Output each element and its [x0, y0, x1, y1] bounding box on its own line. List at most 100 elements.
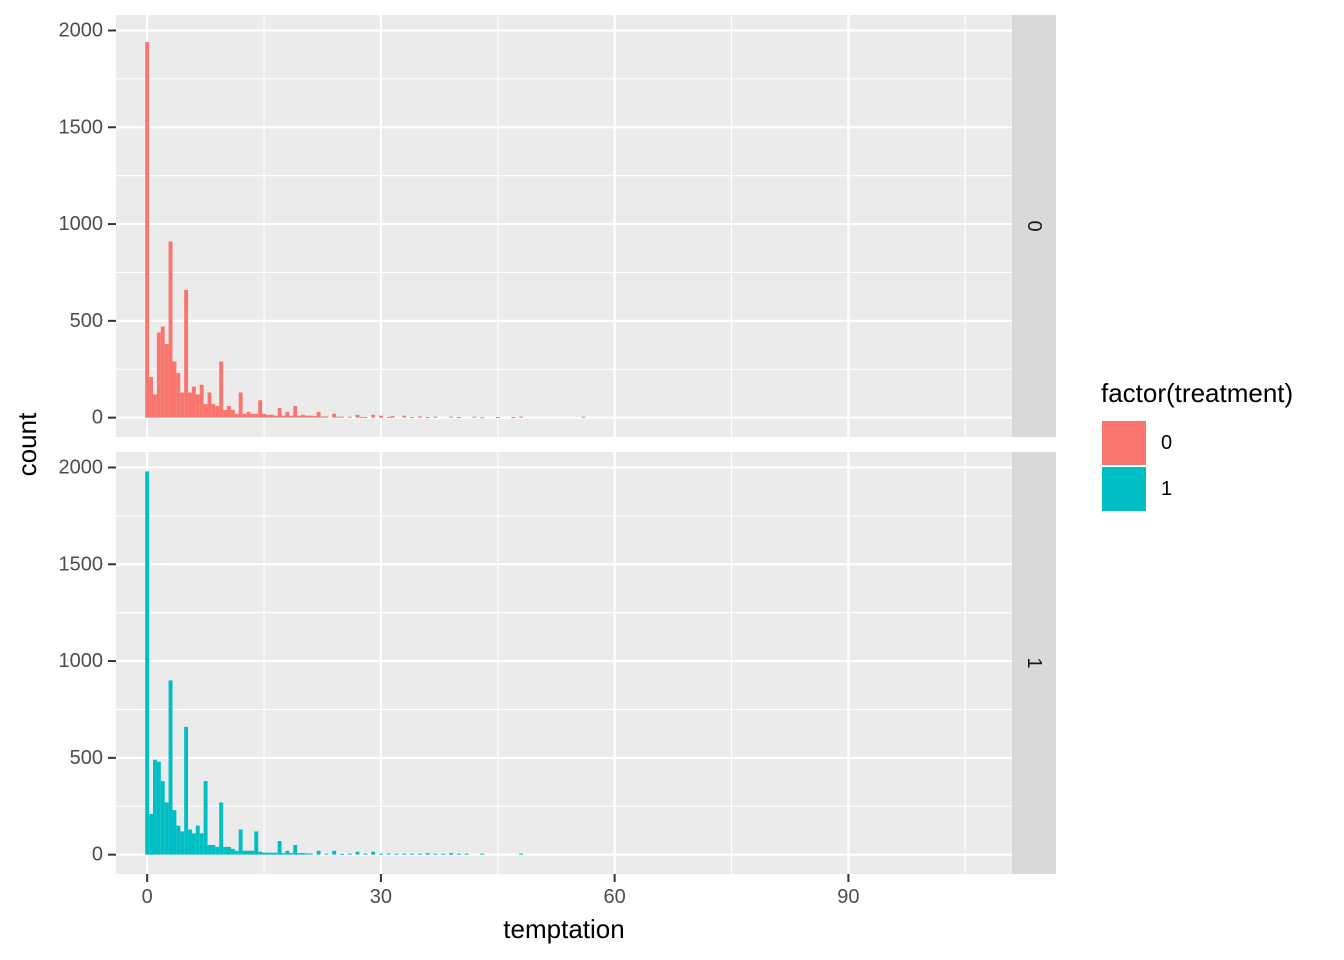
histogram-bar	[176, 373, 181, 418]
major-gridlines	[116, 452, 1012, 874]
y-axis-panel-0: 0 500 1000 1500 2000	[59, 19, 116, 429]
histogram-bar	[223, 409, 228, 418]
histogram-bar	[153, 394, 157, 418]
y-axis-title: count	[12, 412, 42, 476]
histogram-bar	[254, 831, 259, 855]
histogram-bar	[234, 413, 239, 418]
histogram-bar	[277, 407, 282, 418]
histogram-bar	[145, 471, 150, 855]
histogram-bar	[394, 853, 399, 855]
y-tick-label: 2000	[59, 19, 104, 41]
strip-label: 1	[1023, 657, 1045, 668]
histogram-bar	[495, 417, 500, 419]
y-tick-label: 1500	[59, 116, 104, 138]
histogram-bar	[281, 853, 286, 855]
histogram-bar	[316, 411, 321, 418]
histogram-bar	[242, 850, 247, 855]
y-tick-label: 0	[92, 844, 103, 866]
histogram-bar	[215, 406, 220, 418]
x-tick-label: 0	[142, 886, 153, 908]
histogram-bar	[433, 416, 438, 418]
histogram-bar	[207, 392, 212, 418]
histogram-bar	[417, 853, 422, 855]
histogram-bar	[289, 853, 294, 855]
histogram-bar	[180, 392, 185, 418]
histogram-bar	[320, 416, 325, 418]
histogram-bar	[172, 810, 177, 855]
histogram-bar	[480, 853, 485, 855]
histogram-bar	[297, 853, 302, 855]
panel-background	[116, 15, 1012, 437]
histogram-bar	[184, 726, 189, 855]
histogram-bar	[433, 853, 438, 855]
histogram-bar	[472, 416, 477, 418]
histogram-bar	[332, 850, 337, 855]
histogram-bar	[227, 846, 231, 855]
legend-label-1: 1	[1161, 478, 1172, 500]
x-axis: 0 30 60 90	[142, 874, 860, 908]
histogram-bar	[304, 853, 309, 855]
facet-panel-0	[116, 15, 1012, 437]
histogram-bar	[316, 850, 321, 855]
y-tick-label: 500	[70, 310, 103, 332]
y-axis-panel-1: 0 500 1000 1500 2000	[59, 456, 116, 866]
y-tick-label: 0	[92, 407, 103, 429]
histogram-bar	[410, 853, 415, 855]
strip-background	[1012, 452, 1056, 874]
histogram-bar	[156, 761, 161, 855]
facet-panel-1	[116, 452, 1012, 874]
histogram-bar	[149, 813, 154, 855]
histogram-bar	[289, 415, 294, 418]
histogram-bar	[149, 376, 154, 418]
histogram-bar	[293, 406, 298, 418]
histogram-bar	[581, 416, 586, 418]
histogram-bar	[269, 414, 274, 418]
histogram-bar	[449, 853, 453, 855]
minor-gridlines	[116, 452, 1012, 874]
histogram-bar	[168, 680, 173, 855]
major-gridlines	[116, 15, 1012, 437]
histogram-bar	[195, 825, 200, 855]
histogram-bar	[246, 850, 251, 855]
strip-background	[1012, 15, 1056, 437]
histogram-bar	[402, 415, 407, 418]
histogram-bar	[230, 848, 235, 855]
histogram-bar	[230, 409, 235, 418]
histogram-bar	[456, 417, 461, 419]
histogram-bar	[378, 415, 383, 418]
histogram-bar	[203, 404, 208, 418]
strip-label: 0	[1023, 220, 1045, 231]
histogram-bar	[340, 416, 344, 418]
histogram-bar	[410, 417, 415, 419]
histogram-bar	[402, 853, 407, 855]
histogram-bar	[176, 825, 181, 855]
histogram-bar	[386, 853, 391, 855]
histogram-bar	[199, 833, 204, 855]
histogram-bar	[301, 414, 305, 418]
histogram-bar	[269, 852, 274, 855]
legend-label-0: 0	[1161, 432, 1172, 454]
histogram-bar	[456, 853, 461, 855]
histogram-bar	[250, 850, 255, 855]
facet-strip-0: 0	[1012, 15, 1056, 437]
histogram-bar	[425, 853, 430, 855]
histogram-bar	[449, 416, 453, 418]
histogram-bar	[324, 853, 329, 855]
histogram-bar	[156, 332, 161, 418]
histogram-bar	[281, 415, 286, 418]
histogram-bar	[519, 416, 524, 418]
legend-key-1	[1102, 467, 1146, 511]
histogram-bar	[417, 416, 422, 418]
histogram-bar	[265, 852, 270, 855]
y-tick-label: 500	[70, 747, 103, 769]
histogram-bar	[390, 416, 395, 418]
histogram-bar	[258, 851, 263, 855]
histogram-bar	[246, 411, 251, 418]
histogram-bar	[211, 404, 216, 418]
histogram-bars	[145, 471, 524, 855]
histogram-bar	[301, 853, 305, 855]
histogram-bar	[168, 241, 173, 418]
y-tick-label: 1000	[59, 650, 104, 672]
histogram-bar	[273, 415, 278, 418]
histogram-bar	[195, 394, 200, 418]
